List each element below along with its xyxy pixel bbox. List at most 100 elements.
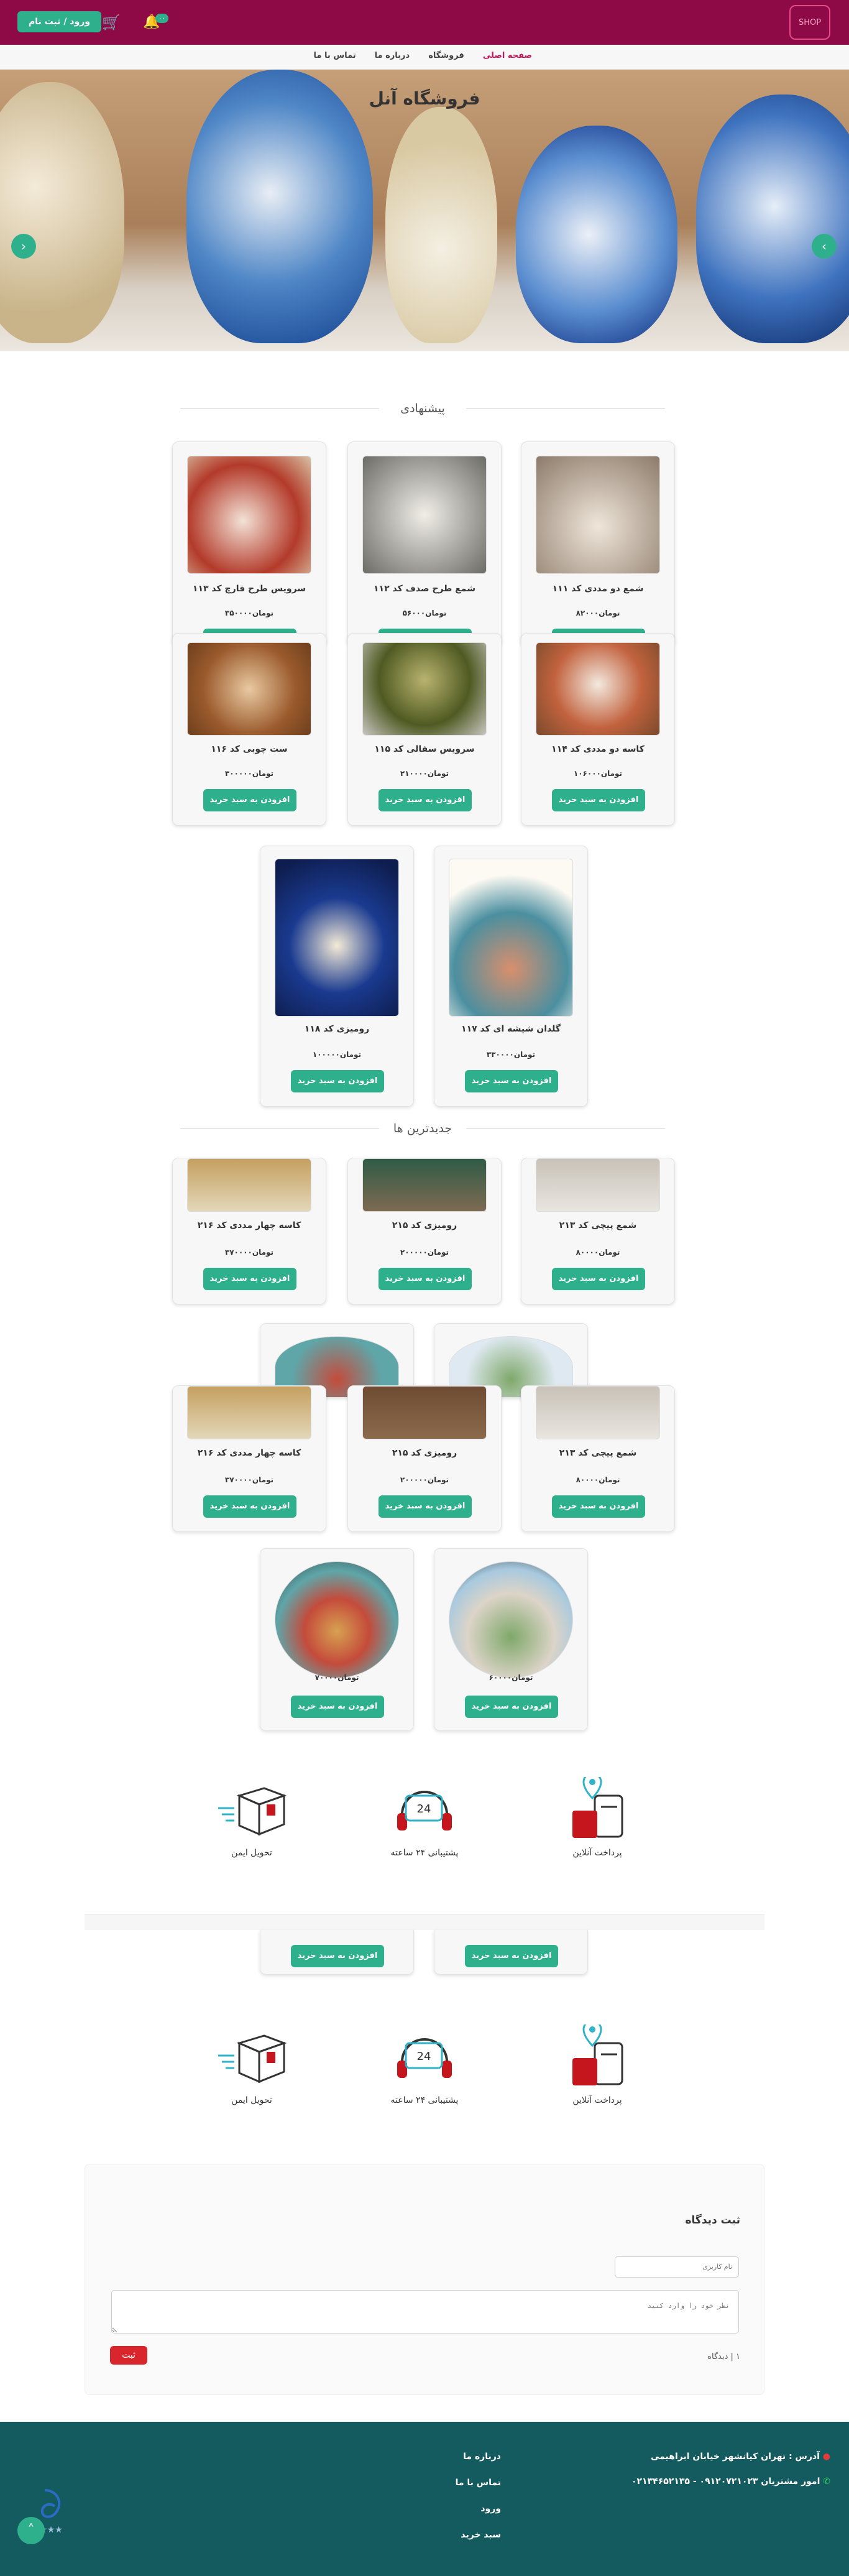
product-card[interactable]: رومیزی کد ۱۱۸ تومان۱۰۰۰۰۰ افزودن به سبد …: [260, 846, 414, 1107]
product-image[interactable]: [362, 1158, 487, 1212]
product-title[interactable]: رومیزی کد ۲۱۵: [392, 1448, 457, 1458]
hero-vase-image: [186, 70, 373, 343]
product-title[interactable]: شمع پیچی کد ۲۱۳: [559, 1448, 637, 1458]
product-card[interactable]: تومان۷۰۰۰۰ افزودن به سبد خرید: [260, 1548, 414, 1731]
add-to-cart-button[interactable]: افزودن به سبد خرید: [203, 789, 296, 811]
product-title[interactable]: ست چوبی کد ۱۱۶: [211, 744, 288, 754]
product-image[interactable]: [275, 1561, 399, 1678]
location-pin-icon: ●: [822, 2452, 830, 2462]
product-price: تومان۸۰۰۰۰: [576, 1248, 620, 1257]
nav-item-shop[interactable]: فروشگاه: [428, 51, 464, 60]
footer-link-about[interactable]: درباره ما: [463, 2452, 501, 2462]
product-price: تومان۳۷۰۰۰۰: [224, 1475, 274, 1484]
product-image[interactable]: [362, 456, 487, 574]
product-card[interactable]: گلدان شیشه ای کد ۱۱۷ تومان۳۳۰۰۰۰ افزودن …: [434, 846, 588, 1107]
support-24-icon: 24: [387, 2024, 462, 2087]
nav-item-about[interactable]: درباره ما: [374, 51, 410, 60]
product-image[interactable]: [536, 456, 660, 574]
product-title[interactable]: شمع طرح صدف کد ۱۱۲: [374, 584, 475, 594]
product-image[interactable]: [449, 859, 573, 1017]
product-card[interactable]: شمع پیچی کد ۲۱۳ تومان۸۰۰۰۰ افزودن به سبد…: [521, 1158, 675, 1304]
add-to-cart-button[interactable]: افزودن به سبد خرید: [203, 1268, 296, 1290]
comment-textarea[interactable]: [111, 2290, 739, 2334]
product-price: تومان۸۲۰۰۰: [576, 609, 620, 617]
product-image[interactable]: [362, 642, 487, 736]
chevron-up-icon[interactable]: ˄: [17, 2517, 45, 2544]
chevron-left-icon[interactable]: ‹: [11, 234, 36, 259]
product-image[interactable]: [187, 642, 311, 736]
product-price: تومان۳۳۰۰۰۰: [486, 1050, 536, 1059]
add-to-cart-button[interactable]: افزودن به سبد خرید: [552, 1495, 645, 1518]
add-to-cart-button[interactable]: افزودن به سبد خرید: [465, 1696, 558, 1718]
product-card[interactable]: کاسه دو مددی کد ۱۱۴ تومان۱۰۶۰۰۰ افزودن ب…: [521, 633, 675, 826]
hero-slider: فروشگاه آنل ‹ ›: [0, 70, 849, 351]
product-image[interactable]: [187, 456, 311, 574]
feature-support: 24 پشتیبانی ۲۴ ساعته: [378, 1777, 471, 1858]
product-card[interactable]: شمع طرح صدف کد ۱۱۲ تومان۵۶۰۰۰ افزودن به …: [347, 441, 502, 647]
product-price: تومان۶۰۰۰۰: [489, 1673, 533, 1682]
product-card[interactable]: رومیزی کد ۲۱۵ تومان۲۰۰۰۰۰ افزودن به سبد …: [347, 1385, 502, 1532]
add-to-cart-button[interactable]: افزودن به سبد خرید: [203, 1495, 296, 1518]
add-to-cart-button[interactable]: افزودن به سبد خرید: [552, 789, 645, 811]
footer-link-contact[interactable]: تماس با ما: [455, 2478, 501, 2488]
top-header: SHOP ورود / ثبت نام 🛒 🔔 ۰۰: [0, 0, 849, 45]
product-title[interactable]: شمع دو مددی کد ۱۱۱: [552, 584, 644, 594]
footer-phone: ✆ امور مشتریان ۰۹۱۲۰۷۲۱۰۲۳ - ۰۲۱۳۴۶۵۲۱۳۵: [631, 2477, 830, 2486]
footer-link-cart[interactable]: سبد خرید: [461, 2530, 501, 2540]
feature-label: پشتیبانی ۲۴ ساعته: [390, 2095, 459, 2105]
add-to-cart-button[interactable]: افزودن به سبد خرید: [291, 1070, 384, 1092]
product-card[interactable]: افزودن به سبد خرید: [260, 1930, 414, 1975]
product-title[interactable]: شمع پیچی کد ۲۱۳: [559, 1221, 637, 1230]
footer-link-login[interactable]: ورود: [480, 2504, 501, 2514]
product-title[interactable]: کاسه چهار مددی کد ۲۱۶: [197, 1221, 301, 1230]
product-title[interactable]: گلدان شیشه ای کد ۱۱۷: [461, 1024, 561, 1034]
product-image[interactable]: [536, 642, 660, 736]
chevron-right-icon[interactable]: ›: [812, 234, 837, 259]
hero-vase-image: [516, 126, 677, 343]
add-to-cart-button[interactable]: افزودن به سبد خرید: [291, 1945, 384, 1967]
product-card[interactable]: شمع پیچی کد ۲۱۳ تومان۸۰۰۰۰ افزودن به سبد…: [521, 1385, 675, 1532]
product-image[interactable]: [275, 859, 399, 1017]
product-image[interactable]: [187, 1158, 311, 1212]
add-to-cart-button[interactable]: افزودن به سبد خرید: [552, 1268, 645, 1290]
product-image[interactable]: [187, 1386, 311, 1439]
product-title[interactable]: کاسه دو مددی کد ۱۱۴: [551, 744, 645, 754]
product-image[interactable]: [536, 1158, 660, 1212]
product-card[interactable]: ست چوبی کد ۱۱۶ تومان۳۰۰۰۰۰ افزودن به سبد…: [172, 633, 326, 826]
comment-count: ۱ | دیدگاه: [707, 2352, 740, 2361]
username-input[interactable]: [615, 2256, 739, 2278]
add-to-cart-button[interactable]: افزودن به سبد خرید: [379, 1495, 472, 1518]
site-logo[interactable]: SHOP: [789, 5, 830, 40]
product-image[interactable]: [362, 1386, 487, 1439]
add-to-cart-button[interactable]: افزودن به سبد خرید: [465, 1070, 558, 1092]
product-card[interactable]: کاسه چهار مددی کد ۲۱۶ تومان۳۷۰۰۰۰ افزودن…: [172, 1158, 326, 1304]
product-image[interactable]: [449, 1561, 573, 1678]
login-register-button[interactable]: ورود / ثبت نام: [17, 11, 101, 32]
product-card[interactable]: سرویس طرح قارچ کد ۱۱۳ تومان۳۵۰۰۰۰ افزودن…: [172, 441, 326, 647]
add-to-cart-button[interactable]: افزودن به سبد خرید: [379, 789, 472, 811]
add-to-cart-button[interactable]: افزودن به سبد خرید: [291, 1696, 384, 1718]
product-title[interactable]: رومیزی کد ۱۱۸: [304, 1024, 370, 1034]
product-price: تومان۲۰۰۰۰۰: [400, 1475, 449, 1484]
add-to-cart-button[interactable]: افزودن به سبد خرید: [379, 1268, 472, 1290]
product-card[interactable]: رومیزی کد ۲۱۵ تومان۲۰۰۰۰۰ افزودن به سبد …: [347, 1158, 502, 1304]
submit-comment-button[interactable]: ثبت: [110, 2346, 147, 2365]
trust-badge[interactable]: ★★★: [26, 2484, 76, 2540]
product-card[interactable]: تومان۶۰۰۰۰ افزودن به سبد خرید: [434, 1548, 588, 1731]
product-title[interactable]: کاسه چهار مددی کد ۲۱۶: [197, 1448, 301, 1458]
add-to-cart-button[interactable]: افزودن به سبد خرید: [465, 1945, 558, 1967]
product-title[interactable]: رومیزی کد ۲۱۵: [392, 1221, 457, 1230]
product-image[interactable]: [536, 1386, 660, 1439]
product-card[interactable]: افزودن به سبد خرید: [434, 1930, 588, 1975]
footer-address-text: آدرس : تهران کیانشهر خیابان ابراهیمی: [650, 2452, 820, 2462]
nav-item-home[interactable]: صفحه اصلی: [482, 51, 532, 60]
product-title[interactable]: سرویس طرح قارچ کد ۱۱۳: [192, 584, 306, 594]
nav-item-contact[interactable]: تماس با ما: [313, 51, 356, 60]
product-title[interactable]: سرویس سفالی کد ۱۱۵: [374, 744, 475, 754]
product-card[interactable]: شمع دو مددی کد ۱۱۱ تومان۸۲۰۰۰ افزودن به …: [521, 441, 675, 647]
newest-section-title: جدیدترین ها: [180, 1119, 665, 1138]
product-card[interactable]: سرویس سفالی کد ۱۱۵ تومان۲۱۰۰۰۰ افزودن به…: [347, 633, 502, 826]
features-row: پرداخت آنلاین 24 پشتیبانی ۲۴ ساعته تحویل…: [205, 1772, 644, 1870]
basket-icon[interactable]: 🛒: [102, 14, 121, 31]
product-card[interactable]: کاسه چهار مددی کد ۲۱۶ تومان۳۷۰۰۰۰ افزودن…: [172, 1385, 326, 1532]
